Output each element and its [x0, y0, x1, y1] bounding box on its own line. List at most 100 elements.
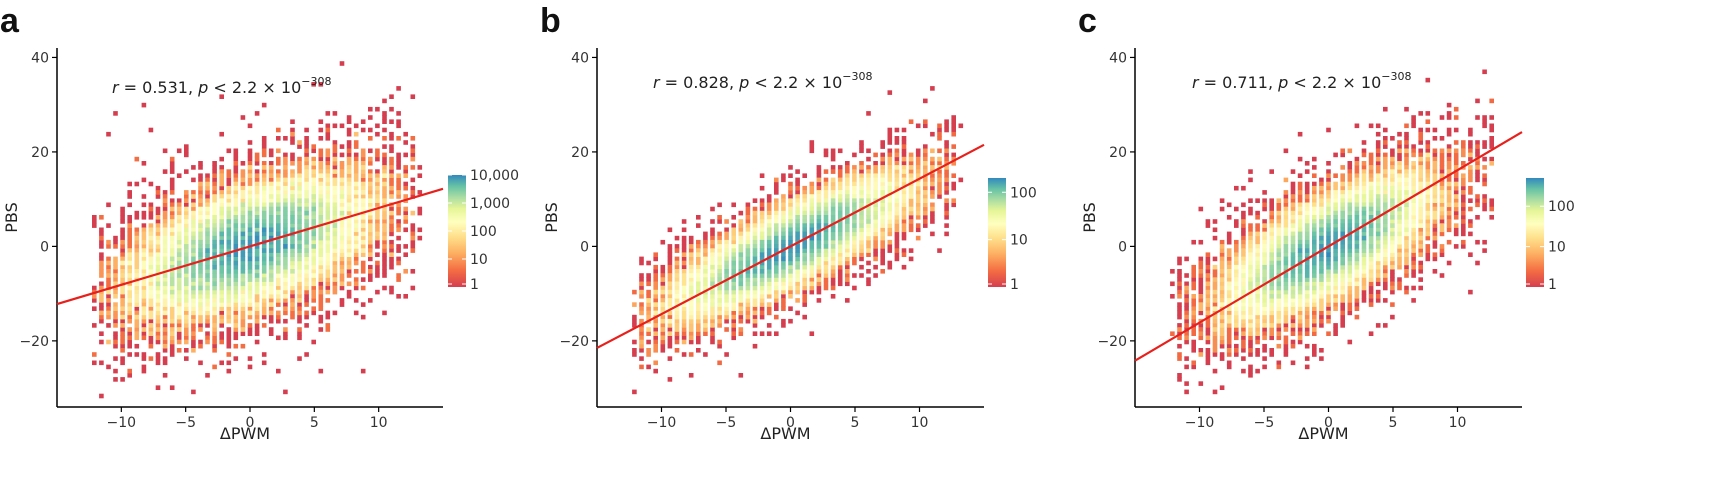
density-bin: [1319, 215, 1324, 220]
density-bin: [205, 310, 210, 316]
density-bin: [1411, 185, 1416, 191]
density-bin: [1312, 260, 1317, 266]
density-bin: [1368, 156, 1374, 162]
density-bin: [1390, 169, 1395, 174]
density-bin: [1312, 314, 1317, 320]
density-bin: [1219, 289, 1225, 295]
density-bin: [276, 177, 281, 183]
density-bin: [1354, 302, 1360, 307]
density-bin: [859, 140, 864, 145]
density-bin: [717, 310, 722, 316]
density-bin: [389, 144, 394, 149]
r-symbol: r: [1192, 73, 1200, 92]
density-bin: [1432, 215, 1438, 220]
density-bin: [1404, 235, 1409, 241]
density-bin: [667, 264, 673, 270]
density-bin: [1489, 140, 1494, 145]
density-bin: [219, 235, 224, 241]
density-bin: [1340, 273, 1345, 278]
density-bin: [339, 285, 345, 291]
density-bin: [1226, 306, 1232, 311]
density-bin: [1340, 285, 1345, 291]
density-bin: [92, 298, 97, 303]
density-bin: [254, 252, 260, 257]
density-bin: [162, 373, 168, 378]
density-bin: [1354, 248, 1360, 253]
density-bin: [304, 210, 309, 216]
density-bin: [688, 327, 694, 332]
density-bin: [261, 273, 267, 278]
density-bin: [674, 298, 680, 303]
density-bin: [1205, 285, 1211, 291]
density-bin: [774, 244, 779, 249]
density-bin: [219, 227, 224, 233]
density-bin: [852, 206, 857, 212]
density-bin: [368, 181, 373, 187]
density-bin: [795, 269, 800, 274]
density-bin: [226, 227, 232, 233]
density-bin: [1304, 235, 1310, 241]
density-bin: [205, 235, 210, 241]
density-bin: [816, 235, 822, 241]
density-bin: [261, 165, 267, 170]
density-bin: [1262, 298, 1267, 303]
density-bin: [155, 335, 161, 341]
density-bin: [1368, 181, 1374, 187]
density-bin: [653, 343, 658, 349]
density-bin: [1418, 198, 1423, 203]
density-bin: [1354, 219, 1360, 224]
density-bin: [1368, 152, 1374, 158]
density-bin: [198, 198, 203, 203]
density-bin: [1425, 165, 1431, 170]
density-bin: [674, 318, 680, 324]
density-bin: [169, 252, 175, 257]
density-bin: [738, 373, 744, 378]
density-bin: [226, 223, 232, 228]
density-bin: [283, 215, 288, 220]
density-bin: [873, 273, 878, 278]
density-bin: [1383, 190, 1388, 195]
density-bin: [1326, 289, 1331, 295]
density-bin: [233, 281, 239, 287]
density-bin: [1312, 327, 1317, 332]
density-bin: [283, 260, 288, 266]
density-bin: [1439, 173, 1445, 178]
density-bin: [1404, 173, 1409, 178]
density-bin: [852, 173, 857, 178]
density-bin: [1219, 198, 1225, 203]
density-bin: [1375, 235, 1381, 241]
density-bin: [1347, 285, 1353, 291]
density-bin: [830, 181, 836, 187]
density-bin: [389, 131, 394, 137]
density-bin: [1319, 310, 1324, 316]
density-bin: [268, 173, 274, 178]
density-bin: [311, 194, 316, 199]
density-bin: [268, 198, 274, 203]
density-bin: [396, 152, 401, 158]
density-bin: [226, 306, 232, 311]
density-bin: [639, 273, 644, 278]
density-bin: [1283, 239, 1289, 245]
density-bin: [233, 285, 239, 291]
density-bin: [731, 269, 736, 274]
density-bin: [254, 248, 260, 253]
density-bin: [688, 239, 694, 245]
density-bin: [1432, 152, 1438, 158]
density-bin: [1354, 206, 1360, 212]
density-bin: [859, 194, 864, 199]
density-bin: [360, 165, 366, 170]
density-bin: [268, 302, 274, 307]
density-bin: [99, 231, 104, 237]
density-bin: [212, 198, 217, 203]
density-bin: [802, 285, 807, 291]
density-bin: [653, 327, 658, 332]
density-bin: [1312, 277, 1317, 282]
density-bin: [1304, 231, 1310, 237]
density-bin: [141, 277, 147, 282]
density-bin: [198, 227, 203, 233]
density-bin: [795, 273, 800, 278]
density-bin: [795, 227, 800, 233]
density-bin: [318, 119, 324, 124]
density-bin: [120, 306, 125, 311]
density-bin: [283, 190, 288, 195]
